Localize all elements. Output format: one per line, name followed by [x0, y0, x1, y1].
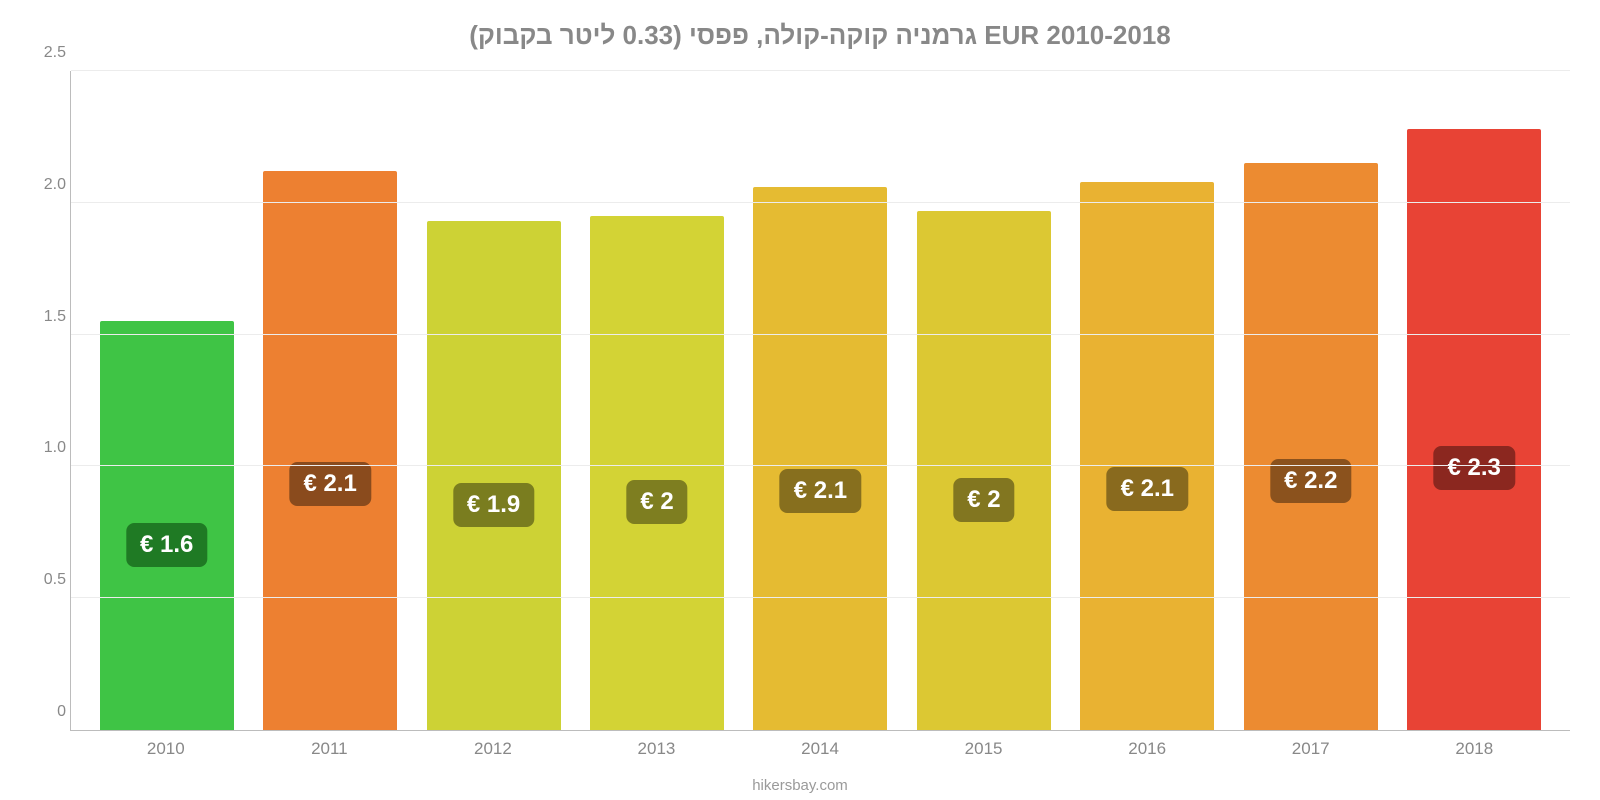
value-badge: € 1.9	[453, 483, 534, 527]
value-badge: € 2	[953, 478, 1014, 522]
gridline	[71, 465, 1570, 466]
bar-slot: € 2.1	[248, 71, 411, 730]
gridline	[71, 334, 1570, 335]
x-tick-label: 2016	[1065, 731, 1229, 761]
x-tick-label: 2015	[902, 731, 1066, 761]
bar-slot: € 1.6	[85, 71, 248, 730]
gridline	[71, 597, 1570, 598]
bar: € 1.6	[100, 321, 234, 730]
bar: € 2.2	[1244, 163, 1378, 730]
bar-slot: € 2.1	[1066, 71, 1229, 730]
y-tick-label: 1.5	[26, 308, 66, 326]
value-badge: € 2.3	[1434, 446, 1515, 490]
bar: € 2	[590, 216, 724, 730]
x-tick-label: 2017	[1229, 731, 1393, 761]
bars-group: € 1.6 € 2.1 € 1.9 € 2 € 2.1 € 2 € 2.1 € 2.2 € 2.…	[71, 71, 1570, 730]
attribution-text: hikersbay.com	[0, 777, 1600, 794]
bar: € 2.1	[753, 187, 887, 730]
y-tick-label: 2.5	[26, 44, 66, 62]
gridline	[71, 202, 1570, 203]
bar: € 1.9	[427, 221, 561, 730]
chart-title: גרמניה קוקה-קולה, פפסי (0.33 ליטר בקבוק)…	[70, 10, 1570, 71]
value-badge: € 2.1	[289, 462, 370, 506]
x-axis-labels: 201020112012201320142015201620172018	[70, 731, 1570, 761]
gridline	[71, 70, 1570, 71]
value-badge: € 2.1	[780, 469, 861, 513]
y-tick-label: 2.0	[26, 176, 66, 194]
bar: € 2.1	[263, 171, 397, 730]
bar-slot: € 2	[902, 71, 1065, 730]
bar: € 2	[917, 211, 1051, 730]
chart-container: גרמניה קוקה-קולה, פפסי (0.33 ליטר בקבוק)…	[0, 0, 1600, 800]
x-tick-label: 2013	[575, 731, 739, 761]
bar-slot: € 2.2	[1229, 71, 1392, 730]
bar-slot: € 2	[575, 71, 738, 730]
bar: € 2.1	[1080, 182, 1214, 730]
bar: € 2.3	[1407, 129, 1541, 730]
plot-area: € 1.6 € 2.1 € 1.9 € 2 € 2.1 € 2 € 2.1 € 2.2 € 2.…	[70, 71, 1570, 731]
x-tick-label: 2010	[84, 731, 248, 761]
value-badge: € 1.6	[126, 523, 207, 567]
value-badge: € 2.1	[1107, 467, 1188, 511]
y-tick-label: 1.0	[26, 439, 66, 457]
x-tick-label: 2011	[248, 731, 412, 761]
y-tick-label: 0.5	[26, 571, 66, 589]
bar-slot: € 2.3	[1393, 71, 1556, 730]
x-tick-label: 2018	[1393, 731, 1557, 761]
bar-slot: € 1.9	[412, 71, 575, 730]
y-tick-label: 0	[26, 703, 66, 721]
bar-slot: € 2.1	[739, 71, 902, 730]
value-badge: € 2	[626, 480, 687, 524]
x-tick-label: 2014	[738, 731, 902, 761]
x-tick-label: 2012	[411, 731, 575, 761]
